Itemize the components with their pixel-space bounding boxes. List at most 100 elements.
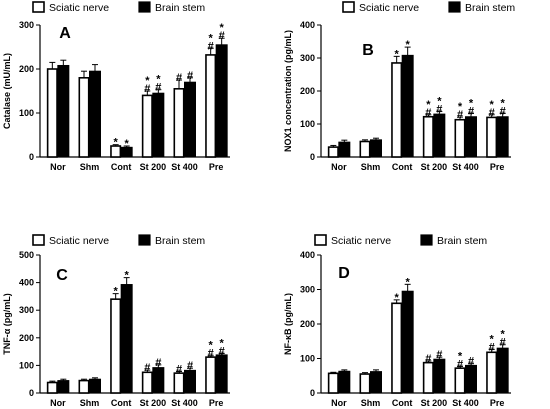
significance-mark: * [426,99,431,111]
significance-mark: * [209,32,214,44]
bar-sciatic-nerve [327,146,339,158]
x-category-label: Pre [490,398,505,408]
x-category-label: Cont [111,162,132,172]
y-tick-label: 400 [300,20,315,30]
y-tick-label: 100 [300,119,315,129]
x-category-label: Nor [331,162,347,172]
legend-swatch-brain-stem [420,234,433,246]
chart-panel-a: Sciatic nerve Brain stem A 0 100 200 300 Catala… [2,1,230,172]
legend-label-brain-stem: Brain stem [155,2,205,14]
legend: Sciatic nerve Brain stem [32,234,205,247]
significance-mark: * [395,292,400,304]
y-tick-label: 200 [300,86,315,96]
significance-mark: * [501,329,506,341]
significance-mark: # [489,342,495,354]
y-tick-label: 300 [300,53,315,63]
legend-label-brain-stem: Brain stem [437,235,487,247]
y-tick-label: 300 [19,305,34,315]
legend-swatch-brain-stem [138,234,151,246]
significance-mark: # [500,337,506,349]
significance-mark: # [144,83,150,95]
legend-label-sciatic-nerve: Sciatic nerve [49,235,109,247]
legend-swatch-sciatic-nerve [32,1,45,13]
chart-panel-c: Sciatic nerve Brain stem C 0 100 200 300 400 500… [2,234,230,408]
significance-mark: * [125,270,130,282]
bar-brain-stem [338,141,351,158]
significance-mark: * [406,276,411,288]
y-tick-label: 100 [300,354,315,364]
significance-mark: * [114,286,119,298]
significance-mark: * [458,101,463,113]
bar-sciatic-nerve [46,68,58,158]
significance-mark: # [489,107,495,119]
bar-sciatic-nerve [110,298,122,394]
bar-sciatic-nerve [422,361,434,394]
y-tick-label: 0 [310,152,315,162]
significance-mark: # [187,70,193,82]
significance-mark: # [500,105,506,117]
y-axis-label: Catalase (mU/mL) [2,53,12,129]
x-category-label: St 200 [140,398,167,408]
y-axis-label: NOX1 concentration (pg/mL) [283,30,293,152]
significance-mark: # [425,353,431,365]
bar-sciatic-nerve [46,381,58,394]
legend: Sciatic nerve Brain stem [314,234,487,247]
x-category-label: Shm [80,162,100,172]
bar-brain-stem [152,367,165,394]
y-tick-label: 200 [19,333,34,343]
bar-brain-stem [465,364,477,394]
significance-mark: # [208,40,214,52]
x-category-label: St 200 [421,398,448,408]
x-category-label: Shm [361,398,381,408]
x-category-label: St 200 [140,162,167,172]
bar-brain-stem [57,64,70,158]
bar-brain-stem [120,284,133,394]
bar-brain-stem [401,290,414,394]
bar-sciatic-nerve [359,373,371,394]
significance-mark: * [156,74,161,86]
significance-mark: # [468,356,474,368]
bar-sciatic-nerve [141,94,153,158]
x-category-label: Shm [80,398,100,408]
bar-sciatic-nerve [78,379,90,394]
significance-mark: * [220,22,225,34]
x-category-label: Pre [490,162,505,172]
panel-label: A [59,25,71,42]
significance-mark: * [469,97,474,109]
chart-panel-b: Sciatic nerve Brain stem B 0 100 200 300 400 NOX… [283,1,515,172]
bar-sciatic-nerve [205,54,217,158]
bar-sciatic-nerve [486,116,498,158]
significance-mark: # [457,109,463,121]
x-category-label: Shm [361,162,381,172]
y-tick-label: 0 [310,388,315,398]
bar-brain-stem [401,54,414,158]
x-category-label: St 400 [452,162,479,172]
y-tick-label: 300 [300,285,315,295]
bar-brain-stem [433,113,446,158]
legend-label-sciatic-nerve: Sciatic nerve [359,2,419,14]
bar-brain-stem [89,70,101,158]
bar-sciatic-nerve [454,118,466,158]
significance-mark: * [501,97,506,109]
x-category-label: St 200 [421,162,448,172]
y-tick-label: 300 [19,20,34,30]
bar-sciatic-nerve [454,367,466,394]
panel-label: D [338,265,350,282]
legend-label-brain-stem: Brain stem [155,235,205,247]
significance-mark: * [490,334,495,346]
legend: Sciatic nerve Brain stem [342,1,515,14]
significance-mark: * [437,95,442,107]
bar-brain-stem [215,354,228,394]
x-category-label: St 400 [171,398,198,408]
bar-brain-stem [370,139,382,158]
significance-mark: * [114,137,119,149]
panel-label: B [362,42,374,59]
significance-mark: * [220,338,225,350]
significance-mark: # [155,357,161,369]
bar-sciatic-nerve [359,140,371,158]
bar-brain-stem [215,44,228,158]
bar-brain-stem [57,380,70,394]
bar-sciatic-nerve [173,372,185,394]
bar-brain-stem [370,371,382,394]
significance-mark: # [187,360,193,372]
